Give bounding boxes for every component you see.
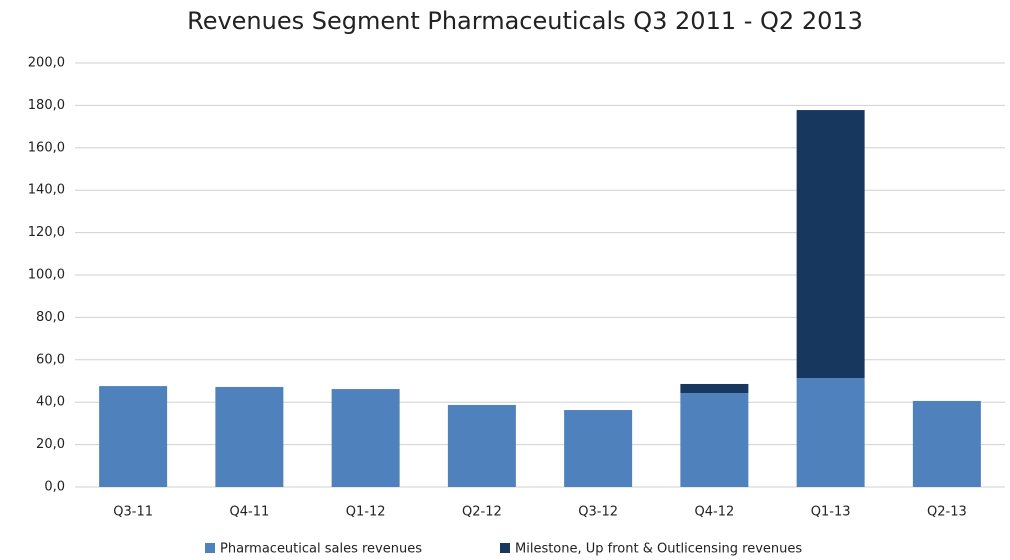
x-tick-label: Q4-11 — [230, 505, 270, 520]
x-tick-label: Q1-13 — [811, 505, 851, 520]
bar-segment — [680, 383, 749, 394]
legend-label: Pharmaceutical sales revenues — [220, 542, 422, 557]
x-tick-label: Q3-12 — [578, 505, 618, 520]
bar-segment — [912, 400, 981, 487]
y-tick-label: 20,0 — [36, 437, 65, 452]
bar-segment — [447, 404, 516, 487]
bar-segment — [796, 378, 865, 487]
legend-label: Milestone, Up front & Outlicensing reven… — [515, 542, 802, 557]
legend-swatch — [500, 543, 510, 553]
y-tick-label: 80,0 — [36, 310, 65, 325]
y-tick-label: 140,0 — [28, 183, 65, 198]
y-tick-label: 200,0 — [28, 56, 65, 71]
x-tick-label: Q1-12 — [346, 505, 386, 520]
bar-segment — [215, 386, 284, 487]
bar-segment — [796, 110, 865, 379]
y-tick-label: 180,0 — [28, 98, 65, 113]
bar-segment — [331, 389, 400, 487]
x-tick-label: Q2-12 — [462, 505, 502, 520]
x-tick-label: Q4-12 — [695, 505, 735, 520]
bar-segment — [564, 410, 633, 487]
x-tick-label: Q3-11 — [113, 505, 153, 520]
x-tick-label: Q2-13 — [927, 505, 967, 520]
bar-segment — [680, 393, 749, 487]
y-tick-label: 60,0 — [36, 352, 65, 367]
y-tick-label: 120,0 — [28, 225, 65, 240]
y-tick-label: 40,0 — [36, 395, 65, 410]
bar-segment — [99, 386, 168, 487]
y-tick-label: 100,0 — [28, 268, 65, 283]
legend-swatch — [205, 543, 215, 553]
y-tick-label: 160,0 — [28, 140, 65, 155]
y-tick-label: 0,0 — [44, 480, 65, 495]
chart-title: Revenues Segment Pharmaceuticals Q3 2011… — [187, 7, 863, 35]
